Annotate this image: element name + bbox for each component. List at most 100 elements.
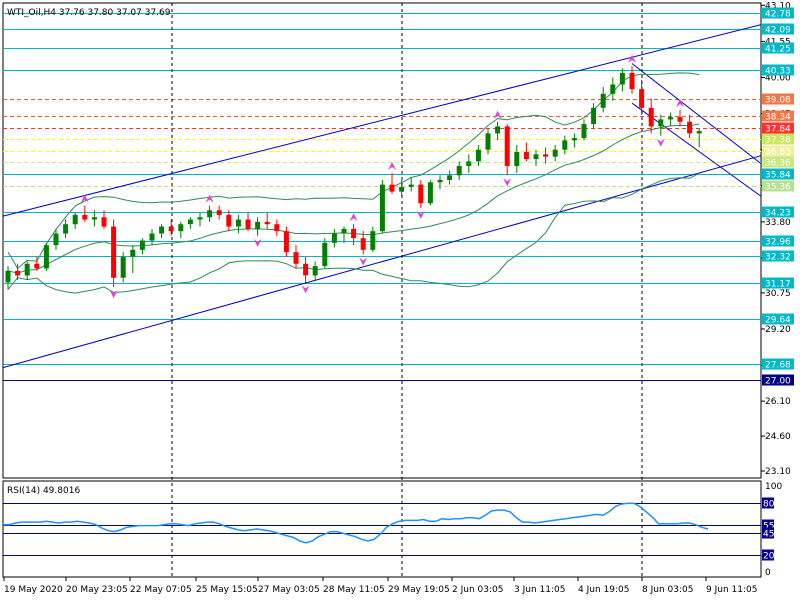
candle-body-19 (187, 219, 193, 225)
candle-27 (264, 212, 270, 229)
candle-53 (514, 145, 520, 173)
fractal-up-8 (80, 194, 89, 203)
candle-body-55 (533, 154, 539, 160)
candle-body-51 (495, 126, 501, 134)
rsi-level-box-0 (762, 497, 774, 509)
candle-50 (485, 128, 491, 155)
candle-26 (255, 217, 261, 236)
level-label-14: 32.32 (765, 253, 791, 263)
candle-body-42 (408, 184, 414, 187)
level-label-6: 37.84 (765, 125, 791, 135)
candle-body-9 (91, 217, 97, 220)
candle-48 (466, 154, 472, 173)
candle-body-16 (159, 226, 165, 234)
y-tick-label-0: 43.10 (765, 1, 791, 11)
candle-33 (322, 238, 328, 269)
symbol-header: WTI_Oil,H4 37.76 37.80 37.07 37.69 (7, 8, 171, 18)
candle-21 (207, 205, 213, 222)
level-label-box-13 (762, 235, 794, 247)
candle-body-36 (351, 228, 357, 239)
fractal-up-65 (628, 54, 636, 63)
bollinger-upper (7, 72, 700, 270)
candle-5 (53, 228, 59, 250)
candle-body-17 (168, 226, 174, 232)
candle-body-3 (34, 263, 40, 269)
candle-1 (15, 263, 21, 281)
candle-35 (341, 226, 347, 243)
candle-13 (130, 245, 136, 274)
candle-25 (245, 212, 251, 232)
candle-32 (312, 261, 318, 281)
level-label-box-5 (762, 110, 794, 122)
y-tick-label-9: 29.20 (765, 325, 791, 335)
level-label-5: 38.34 (765, 113, 791, 123)
candle-body-62 (600, 93, 606, 108)
candle-28 (274, 219, 280, 236)
fractal-up-40 (388, 161, 396, 170)
candle-0 (5, 266, 11, 290)
level-label-2: 41.25 (765, 45, 791, 55)
candle-body-61 (591, 107, 597, 125)
candle-9 (91, 210, 97, 227)
x-tick-label-3: 25 May 15:05 (196, 585, 258, 595)
candle-body-27 (264, 221, 270, 225)
candle-15 (149, 228, 155, 246)
candle-body-13 (130, 249, 136, 257)
candle-body-71 (687, 121, 693, 134)
candle-61 (591, 103, 597, 129)
x-tick-label-11: 9 Jun 11:05 (706, 585, 757, 595)
x-tick-label-1: 20 May 23:05 (66, 585, 128, 595)
candle-body-64 (619, 72, 625, 85)
candle-39 (379, 179, 385, 234)
candle-22 (216, 205, 222, 220)
x-tick-label-8: 3 Jun 11:05 (514, 585, 565, 595)
candle-body-25 (245, 219, 251, 229)
candle-23 (226, 210, 232, 232)
level-label-box-4 (762, 93, 794, 105)
level-price-labels: 42.78 42.09 41.25 40.33 39.08 38.34 37.8437.38… (762, 7, 794, 387)
candle-4 (43, 242, 49, 271)
candle-body-0 (5, 270, 11, 283)
candle-body-54 (523, 152, 529, 160)
candle-body-6 (63, 224, 69, 234)
level-label-box-2 (762, 42, 794, 54)
rsi-level-label-2: 45 (763, 530, 774, 540)
x-tick-label-5: 28 May 11:05 (323, 585, 385, 595)
y-tick-label-11: 26.10 (765, 397, 791, 407)
candle-body-12 (120, 256, 126, 278)
candle-body-30 (293, 252, 299, 264)
y-tick-label-13: 23.10 (765, 467, 791, 477)
candle-body-23 (226, 214, 232, 227)
candle-68 (658, 114, 664, 136)
fractal-up-51 (493, 110, 502, 119)
channel-lower-line (2, 155, 762, 369)
level-label-box-7 (762, 133, 794, 145)
candle-body-1 (15, 270, 21, 276)
candle-body-43 (418, 184, 424, 204)
candle-body-48 (466, 161, 472, 166)
candle-45 (437, 175, 443, 190)
candle-body-53 (514, 152, 520, 166)
candle-body-72 (696, 131, 702, 134)
candle-65 (629, 65, 635, 94)
fractal-down-26 (253, 238, 262, 247)
candle-19 (187, 217, 193, 229)
candle-body-47 (456, 165, 462, 176)
level-label-18: 27.00 (765, 377, 791, 387)
fractal-down-43 (416, 210, 425, 219)
y-tick-label-2: 40.00 (765, 74, 791, 84)
candle-body-67 (648, 107, 654, 127)
level-label-15: 31.17 (765, 280, 791, 290)
candle-body-29 (283, 231, 289, 253)
candle-body-66 (639, 89, 645, 108)
candle-body-44 (427, 182, 433, 204)
candle-49 (475, 145, 481, 166)
fractal-up-36 (349, 213, 358, 222)
level-label-0: 42.78 (765, 10, 791, 20)
time-axis: 19 May 2020 20 May 23:05 22 May 07:05 25 Ma… (3, 577, 757, 595)
candle-body-56 (543, 154, 549, 157)
candle-body-45 (437, 179, 443, 183)
descending-channel-upper (631, 63, 762, 165)
